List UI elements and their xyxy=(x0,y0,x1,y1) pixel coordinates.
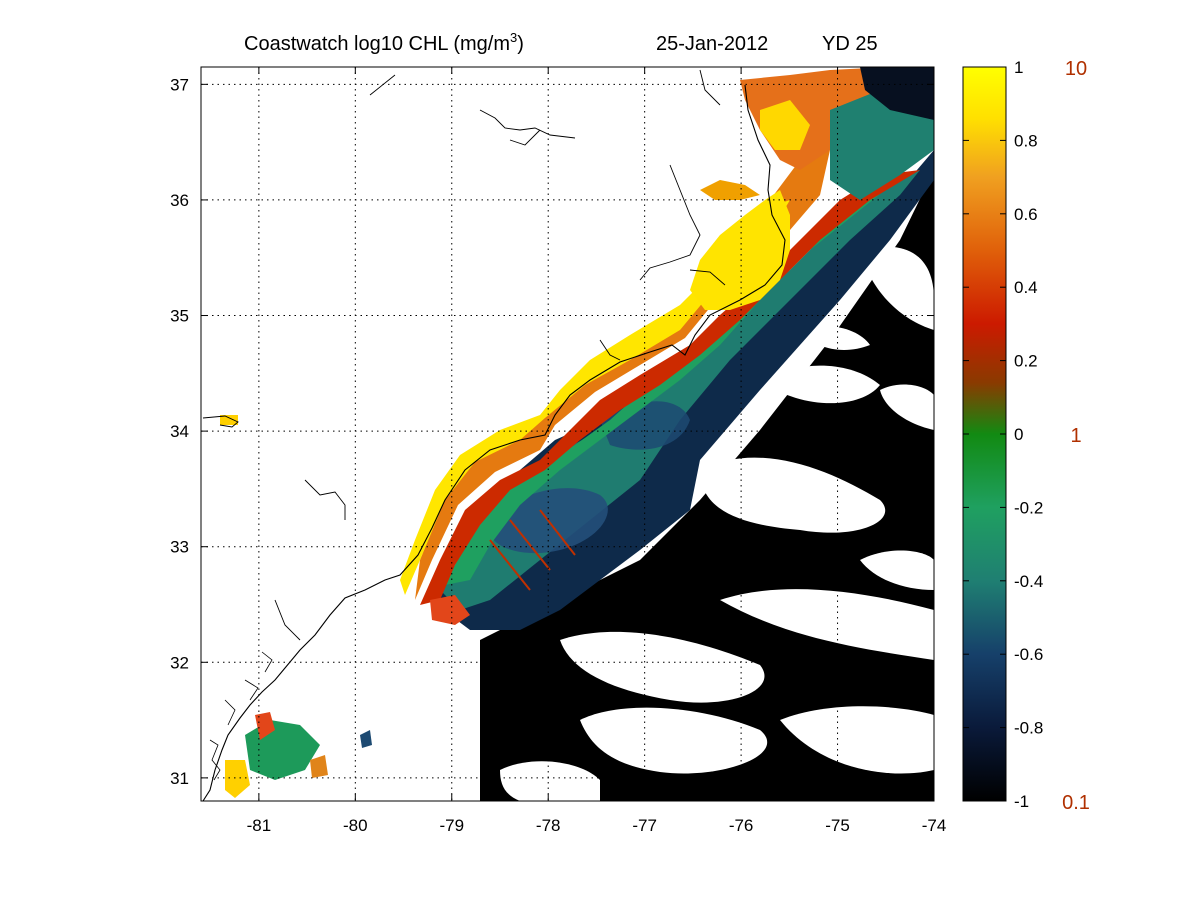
latitude-tick-labels: 31 32 33 34 35 36 37 xyxy=(170,75,189,788)
x-tick-label: -81 xyxy=(247,816,272,835)
colorbar: 1 0.8 0.6 0.4 0.2 0 -0.2 -0.4 -0.6 -0.8 -1 10 1 0.1 xyxy=(962,58,1090,814)
colorbar-linear-label: 0.1 xyxy=(1062,792,1090,814)
colorbar-tick-label: -0.4 xyxy=(1014,572,1043,591)
north-yellow-patch xyxy=(760,100,810,150)
colorbar-tick-label: -0.6 xyxy=(1014,645,1043,664)
x-tick-label: -78 xyxy=(536,816,561,835)
pamlico-sound xyxy=(690,190,790,310)
x-tick-label: -77 xyxy=(632,816,657,835)
y-tick-label: 36 xyxy=(170,191,189,210)
x-tick-label: -75 xyxy=(825,816,850,835)
ship-track-lines xyxy=(489,509,576,591)
north-dark-ocean xyxy=(860,67,934,120)
colorbar-linear-label: 10 xyxy=(1065,58,1087,80)
south-patch-2 xyxy=(255,712,275,740)
cloud-mask xyxy=(500,246,934,801)
x-tick-label: -74 xyxy=(922,816,947,835)
map-yearday: YD 25 xyxy=(822,33,878,55)
inland-waterways xyxy=(274,69,726,641)
y-tick-label: 32 xyxy=(170,653,189,672)
y-tick-label: 35 xyxy=(170,307,189,326)
x-tick-label: -79 xyxy=(439,816,464,835)
grid-lines xyxy=(201,67,934,801)
colorbar-tick-label: 0.4 xyxy=(1014,278,1038,297)
shelf-green xyxy=(445,178,900,585)
map-plot-area xyxy=(201,67,934,801)
colorbar-ticks xyxy=(963,66,1006,802)
y-tick-label: 37 xyxy=(170,75,189,94)
colorbar-tick-label: 0.6 xyxy=(1014,205,1038,224)
colorbar-tick-label: -0.8 xyxy=(1014,719,1043,738)
y-tick-label: 31 xyxy=(170,769,189,788)
colorbar-tick-labels: 1 0.8 0.6 0.4 0.2 0 -0.2 -0.4 -0.6 -0.8 -1 xyxy=(1014,58,1043,811)
colorbar-tick-label: 0.2 xyxy=(1014,352,1038,371)
south-patch-5 xyxy=(360,730,372,748)
longitude-tick-labels: -81 -80 -79 -78 -77 -76 -75 -74 xyxy=(247,816,947,835)
y-tick-label: 33 xyxy=(170,538,189,557)
colorbar-linear-label: 1 xyxy=(1070,425,1081,447)
colorbar-gradient xyxy=(962,66,1007,802)
south-patch-3 xyxy=(225,760,250,798)
map-frame xyxy=(200,66,935,802)
colorbar-tick-label: -1 xyxy=(1014,792,1029,811)
albemarle-sound xyxy=(700,180,760,200)
nearshore-yellow xyxy=(400,200,790,595)
y-tick-label: 34 xyxy=(170,422,189,441)
isolated-patch-left xyxy=(220,415,238,425)
colorbar-tick-label: 1 xyxy=(1014,58,1023,77)
isolated-patch-left-outline xyxy=(202,415,239,428)
south-patch-4 xyxy=(310,755,328,778)
colorbar-linear-labels: 10 1 0.1 xyxy=(1062,58,1090,814)
x-tick-label: -80 xyxy=(343,816,368,835)
map-title: Coastwatch log10 CHL (mg/m3) xyxy=(244,30,524,55)
colorbar-tick-label: 0.8 xyxy=(1014,131,1038,150)
axis-ticks xyxy=(201,67,935,801)
georgia-coast-inlets xyxy=(209,651,273,781)
colorbar-tick-label: 0 xyxy=(1014,425,1023,444)
south-patch-6 xyxy=(430,595,470,625)
coastline xyxy=(202,84,786,801)
colorbar-tick-label: -0.2 xyxy=(1014,498,1043,517)
map-date: 25-Jan-2012 xyxy=(656,33,768,55)
x-tick-label: -76 xyxy=(729,816,754,835)
